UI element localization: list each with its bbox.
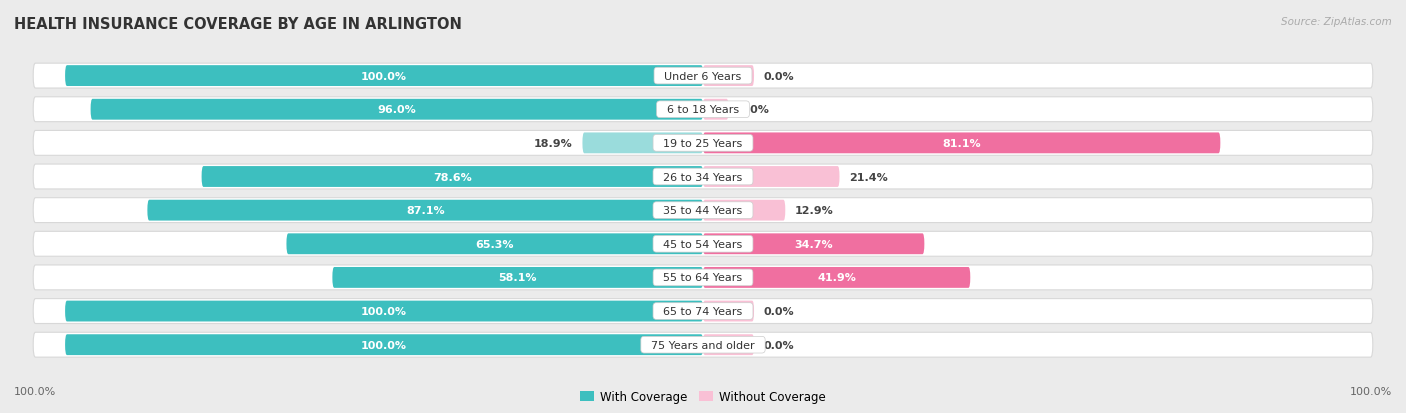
Text: 100.0%: 100.0% (14, 387, 56, 396)
Text: 58.1%: 58.1% (499, 273, 537, 283)
Text: 100.0%: 100.0% (361, 306, 408, 316)
Text: 96.0%: 96.0% (377, 105, 416, 115)
FancyBboxPatch shape (34, 299, 1372, 324)
Text: Under 6 Years: Under 6 Years (658, 71, 748, 81)
FancyBboxPatch shape (287, 234, 703, 254)
Text: 18.9%: 18.9% (534, 138, 572, 149)
Text: 100.0%: 100.0% (361, 340, 408, 350)
FancyBboxPatch shape (65, 335, 703, 355)
FancyBboxPatch shape (65, 301, 703, 322)
Text: 35 to 44 Years: 35 to 44 Years (657, 206, 749, 216)
FancyBboxPatch shape (582, 133, 703, 154)
FancyBboxPatch shape (703, 234, 924, 254)
FancyBboxPatch shape (34, 332, 1372, 357)
Text: 65.3%: 65.3% (475, 239, 515, 249)
Text: 75 Years and older: 75 Years and older (644, 340, 762, 350)
FancyBboxPatch shape (201, 167, 703, 188)
Text: 0.0%: 0.0% (763, 71, 794, 81)
FancyBboxPatch shape (703, 335, 754, 355)
FancyBboxPatch shape (703, 301, 754, 322)
Text: 100.0%: 100.0% (361, 71, 408, 81)
Text: 34.7%: 34.7% (794, 239, 832, 249)
Text: 45 to 54 Years: 45 to 54 Years (657, 239, 749, 249)
Text: 81.1%: 81.1% (942, 138, 981, 149)
FancyBboxPatch shape (703, 167, 839, 188)
Text: 21.4%: 21.4% (849, 172, 887, 182)
FancyBboxPatch shape (34, 265, 1372, 290)
FancyBboxPatch shape (703, 267, 970, 288)
FancyBboxPatch shape (34, 64, 1372, 89)
FancyBboxPatch shape (34, 165, 1372, 190)
FancyBboxPatch shape (703, 100, 728, 120)
Text: 26 to 34 Years: 26 to 34 Years (657, 172, 749, 182)
Text: 19 to 25 Years: 19 to 25 Years (657, 138, 749, 149)
Text: Source: ZipAtlas.com: Source: ZipAtlas.com (1281, 17, 1392, 26)
FancyBboxPatch shape (34, 198, 1372, 223)
FancyBboxPatch shape (90, 100, 703, 120)
Legend: With Coverage, Without Coverage: With Coverage, Without Coverage (575, 385, 831, 408)
Text: 65 to 74 Years: 65 to 74 Years (657, 306, 749, 316)
FancyBboxPatch shape (332, 267, 703, 288)
FancyBboxPatch shape (34, 232, 1372, 256)
Text: 0.0%: 0.0% (763, 306, 794, 316)
Text: 87.1%: 87.1% (406, 206, 444, 216)
FancyBboxPatch shape (34, 131, 1372, 156)
Text: 78.6%: 78.6% (433, 172, 471, 182)
Text: HEALTH INSURANCE COVERAGE BY AGE IN ARLINGTON: HEALTH INSURANCE COVERAGE BY AGE IN ARLI… (14, 17, 463, 31)
Text: 100.0%: 100.0% (1350, 387, 1392, 396)
FancyBboxPatch shape (703, 133, 1220, 154)
Text: 55 to 64 Years: 55 to 64 Years (657, 273, 749, 283)
Text: 6 to 18 Years: 6 to 18 Years (659, 105, 747, 115)
Text: 4.0%: 4.0% (738, 105, 769, 115)
FancyBboxPatch shape (148, 200, 703, 221)
FancyBboxPatch shape (703, 66, 754, 87)
Text: 0.0%: 0.0% (763, 340, 794, 350)
FancyBboxPatch shape (703, 200, 786, 221)
FancyBboxPatch shape (65, 66, 703, 87)
Text: 41.9%: 41.9% (817, 273, 856, 283)
FancyBboxPatch shape (34, 97, 1372, 122)
Text: 12.9%: 12.9% (794, 206, 834, 216)
